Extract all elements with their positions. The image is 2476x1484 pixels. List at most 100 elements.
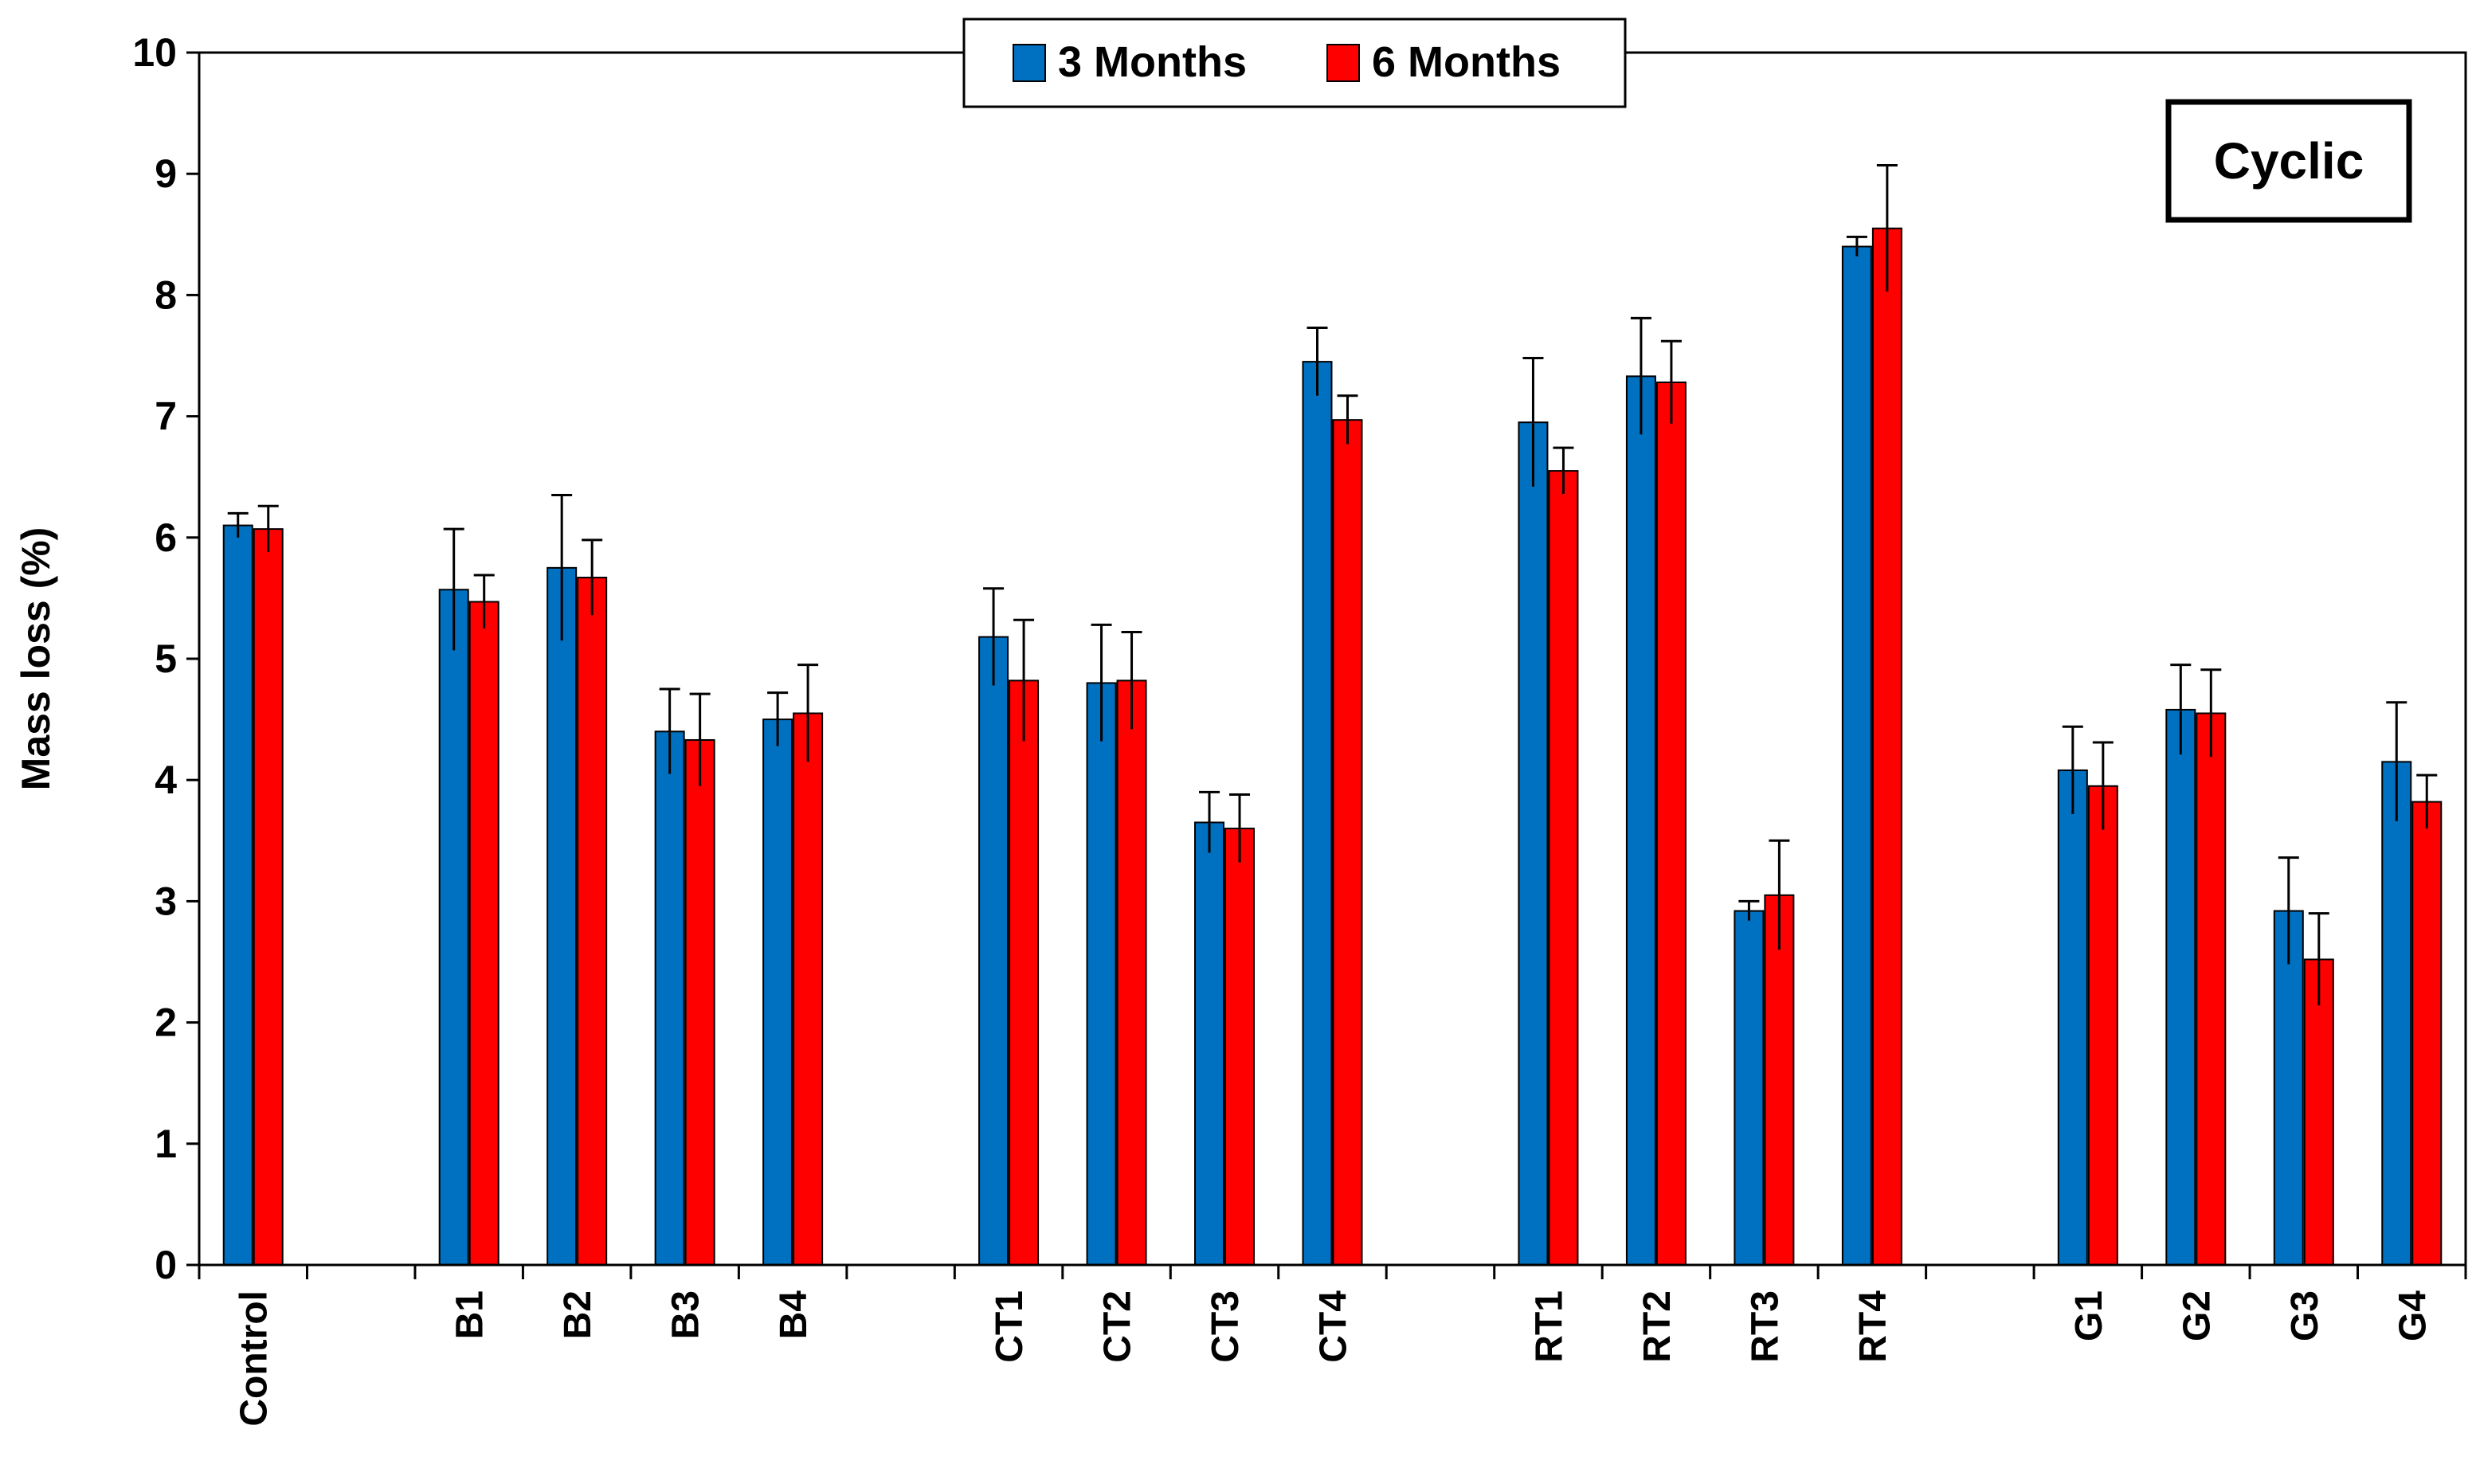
error-bar-6m-control	[257, 504, 279, 553]
x-tick-label-b3: B3	[665, 1290, 707, 1339]
error-bar-6m-rt2	[1660, 339, 1682, 424]
error-bar-3m-ct2	[1091, 623, 1112, 742]
bars-layer	[222, 227, 2443, 1267]
x-tick-label-g2: G2	[2176, 1290, 2218, 1341]
x-tick-label-g3: G3	[2284, 1290, 2326, 1341]
error-bar-3m-rt3	[1738, 899, 1760, 921]
x-tick-label-ct4: CT4	[1313, 1290, 1355, 1363]
annotation-box: Cyclic	[2165, 99, 2412, 223]
y-tick-label: 6	[155, 515, 177, 560]
error-bar-3m-b1	[443, 527, 464, 651]
bar-3m-ct3	[1194, 821, 1225, 1266]
y-axis-label: Mass loss (%)	[14, 527, 58, 791]
bar-6m-g4	[2411, 801, 2443, 1266]
bar-3m-rt2	[1625, 375, 1656, 1266]
error-bar-3m-ct1	[983, 587, 1005, 686]
error-bar-6m-b1	[473, 574, 495, 628]
bar-3m-ct4	[1302, 361, 1333, 1266]
error-bar-6m-g2	[2200, 668, 2222, 758]
x-tick-label-rt4: RT4	[1852, 1290, 1894, 1363]
x-tick-label-b2: B2	[557, 1290, 599, 1339]
error-bar-3m-control	[227, 511, 249, 538]
y-tick-label: 4	[155, 758, 177, 802]
annotation-label: Cyclic	[2214, 132, 2364, 190]
x-tick-label-b4: B4	[773, 1290, 815, 1340]
bar-3m-g3	[2273, 910, 2304, 1267]
error-bar-3m-b2	[551, 494, 573, 641]
legend: 3 Months 6 Months	[962, 18, 1627, 108]
error-bar-6m-g1	[2092, 741, 2114, 830]
bar-3m-rt4	[1841, 245, 1872, 1266]
bar-6m-b4	[793, 712, 824, 1266]
x-tick-label-b1: B1	[449, 1290, 492, 1339]
error-bar-6m-ct1	[1013, 618, 1035, 742]
legend-label-3m: 3 Months	[1058, 38, 1247, 86]
bar-3m-ct2	[1086, 682, 1117, 1266]
bar-3m-rt1	[1518, 421, 1549, 1267]
error-bar-3m-rt1	[1522, 357, 1544, 487]
legend-swatch-3m	[1013, 44, 1046, 82]
error-bar-6m-ct4	[1337, 394, 1358, 444]
bar-6m-ct1	[1009, 679, 1040, 1266]
y-tick-label: 7	[155, 394, 177, 439]
bar-6m-ct3	[1224, 828, 1256, 1266]
bar-3m-g4	[2381, 761, 2412, 1266]
bar-3m-ct1	[978, 636, 1009, 1266]
error-bar-6m-rt1	[1553, 446, 1574, 495]
bar-3m-b2	[547, 566, 578, 1266]
bar-6m-ct4	[1332, 419, 1363, 1266]
x-tick-label-ct3: CT3	[1205, 1290, 1247, 1363]
error-bar-6m-ct3	[1229, 793, 1251, 863]
legend-swatch-6m	[1326, 44, 1360, 82]
bar-3m-g2	[2165, 708, 2196, 1266]
y-tick-label: 8	[155, 272, 177, 317]
bar-6m-b2	[577, 577, 608, 1266]
bar-6m-g1	[2087, 785, 2118, 1266]
x-tick-label-rt3: RT3	[1744, 1290, 1786, 1363]
legend-box	[962, 18, 1627, 108]
y-tick-label: 3	[155, 879, 177, 923]
error-bars-layer	[227, 164, 2438, 1006]
error-bar-6m-b2	[582, 538, 603, 616]
bar-6m-b3	[684, 738, 715, 1266]
x-tick-label-ct2: CT2	[1097, 1290, 1139, 1363]
error-bar-3m-ct3	[1199, 790, 1220, 853]
error-bar-3m-b4	[767, 691, 789, 746]
x-tick-label-g4: G4	[2392, 1290, 2434, 1341]
y-tick-label: 5	[155, 636, 177, 681]
bar-6m-g2	[2196, 712, 2227, 1266]
error-bar-6m-g4	[2416, 773, 2438, 829]
error-bar-3m-rt2	[1630, 316, 1651, 435]
bar-3m-control	[222, 524, 253, 1266]
x-tick-label-ct1: CT1	[989, 1290, 1031, 1363]
error-bar-6m-rt3	[1769, 839, 1790, 950]
bar-6m-b1	[468, 601, 500, 1266]
error-bar-3m-g2	[2170, 664, 2192, 755]
bar-6m-g3	[2303, 958, 2334, 1267]
labels-layer: 0 1 2 3 4 5 6 7 8 9 10 Control B1 B2 B3 B4 CT1 CT2 CT3 CT4 R…	[14, 30, 2434, 1427]
bar-3m-rt3	[1734, 910, 1765, 1267]
error-bar-6m-g3	[2308, 912, 2329, 1006]
error-bar-3m-g3	[2278, 856, 2299, 965]
bar-6m-control	[253, 528, 284, 1266]
bar-3m-b1	[438, 589, 469, 1266]
x-tick-label-rt1: RT1	[1528, 1290, 1570, 1363]
bar-6m-rt2	[1655, 381, 1687, 1266]
legend-label-6m: 6 Months	[1372, 38, 1561, 86]
error-bar-3m-rt4	[1846, 235, 1867, 256]
error-bar-3m-b3	[659, 687, 680, 774]
bar-3m-g1	[2057, 769, 2088, 1266]
y-tick-label: 2	[155, 1000, 177, 1045]
error-bar-6m-rt4	[1876, 164, 1898, 292]
bar-6m-rt4	[1871, 227, 1902, 1267]
x-tick-label-rt2: RT2	[1636, 1290, 1679, 1363]
y-tick-label: 1	[155, 1122, 177, 1166]
annotation-frame	[2165, 99, 2412, 223]
y-tick-label: 10	[132, 30, 177, 75]
bar-6m-ct2	[1116, 679, 1147, 1266]
bar-6m-rt1	[1548, 470, 1579, 1266]
bar-3m-b4	[762, 719, 793, 1266]
error-bar-6m-b4	[797, 664, 819, 762]
